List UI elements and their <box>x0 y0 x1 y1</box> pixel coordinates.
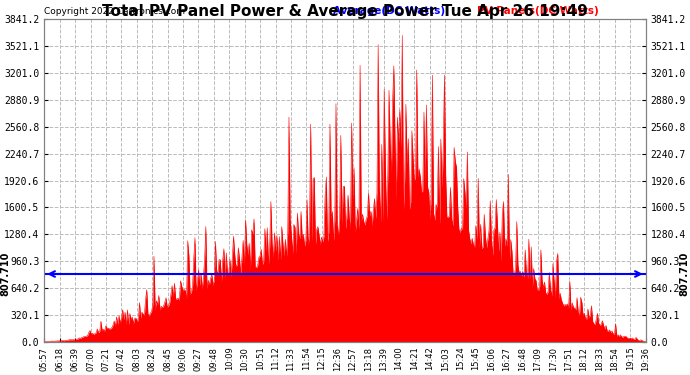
Title: Total PV Panel Power & Average Power Tue Apr 26 19:49: Total PV Panel Power & Average Power Tue… <box>102 4 588 19</box>
Text: 807.710: 807.710 <box>680 252 690 296</box>
Text: Copyright 2022 Cartronics.com: Copyright 2022 Cartronics.com <box>44 7 186 16</box>
Text: 807.710: 807.710 <box>0 252 10 296</box>
Text: PV Panels(DC Watts): PV Panels(DC Watts) <box>477 6 599 16</box>
Text: Average(DC Watts): Average(DC Watts) <box>333 6 445 16</box>
